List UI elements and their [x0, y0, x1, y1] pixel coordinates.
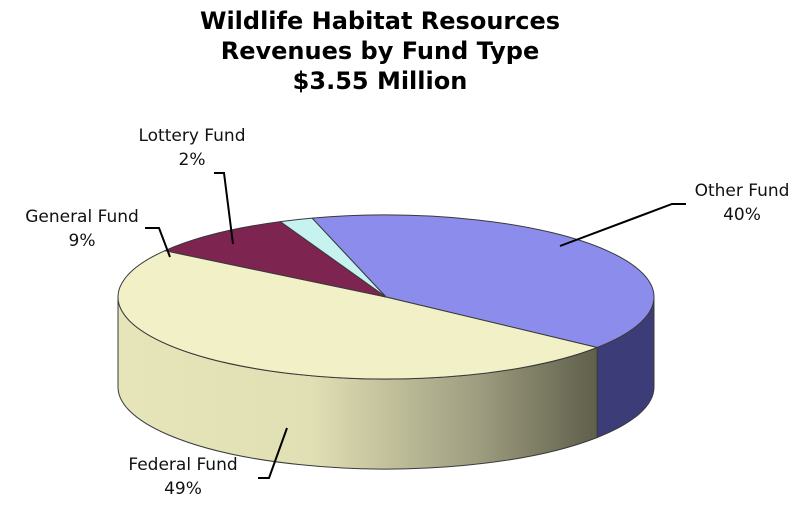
chart-title-line-3: $3.55 Million	[292, 67, 468, 95]
leader-line-general-fund	[145, 227, 171, 258]
slice-value-general-fund: 9%	[69, 231, 96, 251]
pie-tops	[117, 214, 655, 380]
slice-value-other-fund: 40%	[723, 205, 761, 225]
slice-general-fund	[164, 221, 387, 298]
slice-label-federal-fund: Federal Fund	[128, 455, 237, 475]
slice-federal-fund	[117, 250, 598, 380]
slice-other-fund	[311, 214, 655, 348]
leader-line-federal-fund	[258, 427, 288, 479]
slice-label-lottery-fund: Lottery Fund	[138, 126, 245, 146]
slice-labels: Other Fund 40% Federal Fund 49% General Fund…	[25, 126, 789, 499]
leader-lines	[145, 172, 686, 479]
leader-line-lottery-fund	[214, 172, 234, 245]
slice-value-lottery-fund: 2%	[179, 150, 206, 170]
chart-title-line-1: Wildlife Habitat Resources	[199, 7, 561, 35]
slice-lottery-fund	[279, 217, 387, 298]
leader-line-other-fund	[559, 203, 686, 247]
chart-title: Wildlife Habitat Resources Revenues by F…	[0, 6, 760, 96]
slice-label-other-fund: Other Fund	[695, 181, 790, 201]
chart-title-line-2: Revenues by Fund Type	[220, 37, 540, 65]
slice-value-federal-fund: 49%	[164, 479, 202, 499]
slice-label-general-fund: General Fund	[25, 207, 139, 227]
